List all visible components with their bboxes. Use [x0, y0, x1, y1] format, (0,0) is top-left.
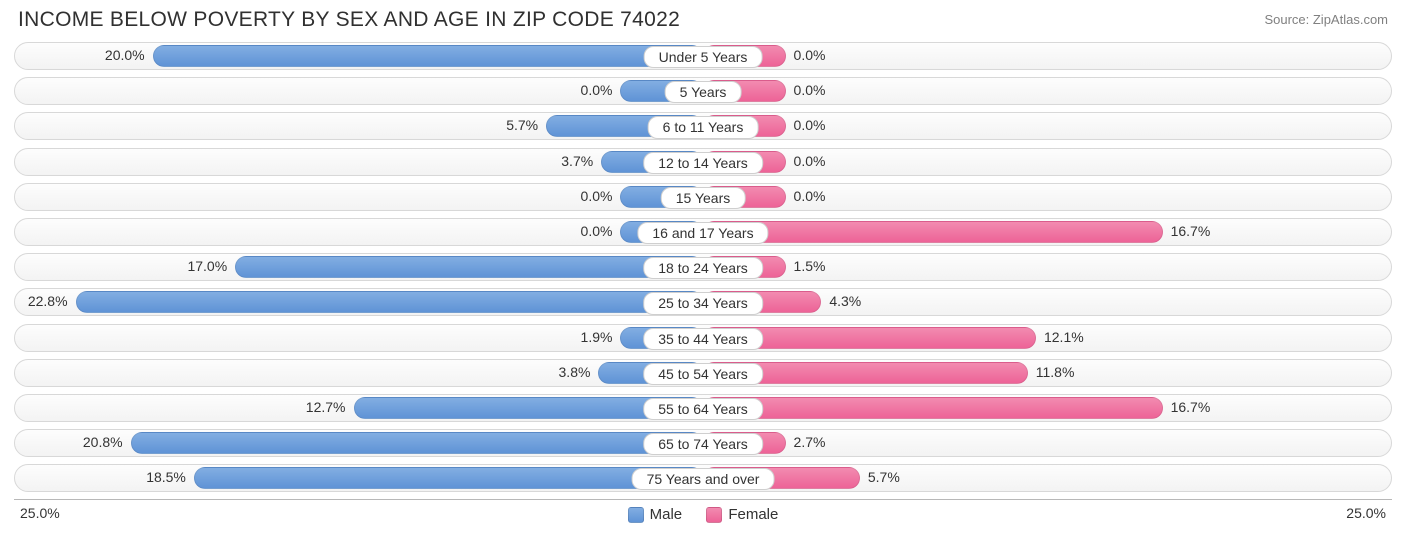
female-value-label: 12.1%: [1044, 329, 1084, 345]
male-value-label: 0.0%: [581, 82, 613, 98]
bar-row: 35 to 44 Years 1.9% 12.1%: [14, 324, 1392, 352]
chart-header: INCOME BELOW POVERTY BY SEX AND AGE IN Z…: [0, 0, 1406, 36]
bar-row: 16 and 17 Years 0.0% 16.7%: [14, 218, 1392, 246]
bar-row: Under 5 Years 20.0% 0.0%: [14, 42, 1392, 70]
bar-row: 12 to 14 Years 3.7% 0.0%: [14, 148, 1392, 176]
category-label: 16 and 17 Years: [637, 222, 768, 244]
male-value-label: 17.0%: [187, 258, 227, 274]
bar-row: 25 to 34 Years 22.8% 4.3%: [14, 288, 1392, 316]
chart-footer: 25.0% 25.0% Male Female: [0, 499, 1406, 527]
female-value-label: 5.7%: [868, 469, 900, 485]
category-label: 45 to 54 Years: [643, 363, 763, 385]
male-value-label: 18.5%: [146, 469, 186, 485]
male-bar: [153, 45, 703, 67]
category-label: 55 to 64 Years: [643, 398, 763, 420]
legend-label-female: Female: [728, 506, 778, 523]
female-value-label: 16.7%: [1171, 399, 1211, 415]
female-value-label: 4.3%: [829, 293, 861, 309]
category-label: 75 Years and over: [632, 468, 775, 490]
male-value-label: 0.0%: [581, 223, 613, 239]
male-value-label: 20.0%: [105, 47, 145, 63]
category-label: Under 5 Years: [644, 46, 763, 68]
male-bar: [76, 291, 703, 313]
category-label: 12 to 14 Years: [643, 152, 763, 174]
bar-row: 18 to 24 Years 17.0% 1.5%: [14, 253, 1392, 281]
chart-title: INCOME BELOW POVERTY BY SEX AND AGE IN Z…: [18, 8, 680, 32]
chart-source: Source: ZipAtlas.com: [1264, 12, 1388, 27]
axis-label-left: 25.0%: [20, 505, 60, 521]
axis-label-right: 25.0%: [1346, 505, 1386, 521]
female-value-label: 16.7%: [1171, 223, 1211, 239]
category-label: 5 Years: [665, 81, 742, 103]
bar-row: 5 Years 0.0% 0.0%: [14, 77, 1392, 105]
female-value-label: 0.0%: [794, 117, 826, 133]
female-value-label: 0.0%: [794, 82, 826, 98]
female-value-label: 1.5%: [794, 258, 826, 274]
male-value-label: 3.8%: [559, 364, 591, 380]
male-bar: [194, 467, 703, 489]
male-bar: [235, 256, 703, 278]
male-bar: [131, 432, 703, 454]
male-value-label: 12.7%: [306, 399, 346, 415]
bar-row: 55 to 64 Years 12.7% 16.7%: [14, 394, 1392, 422]
female-value-label: 11.8%: [1036, 364, 1075, 380]
female-value-label: 2.7%: [794, 434, 826, 450]
male-value-label: 3.7%: [561, 153, 593, 169]
swatch-female-icon: [706, 507, 722, 523]
legend-item-male: Male: [628, 506, 683, 523]
male-value-label: 0.0%: [581, 188, 613, 204]
female-value-label: 0.0%: [794, 188, 826, 204]
category-label: 65 to 74 Years: [643, 433, 763, 455]
legend-item-female: Female: [706, 506, 778, 523]
male-value-label: 22.8%: [28, 293, 68, 309]
bar-row: 45 to 54 Years 3.8% 11.8%: [14, 359, 1392, 387]
category-label: 18 to 24 Years: [643, 257, 763, 279]
male-value-label: 5.7%: [506, 117, 538, 133]
female-bar: [703, 221, 1163, 243]
bar-row: 75 Years and over 18.5% 5.7%: [14, 464, 1392, 492]
category-label: 15 Years: [661, 187, 746, 209]
chart-area: Under 5 Years20.0%0.0%5 Years0.0%0.0%6 t…: [0, 36, 1406, 492]
female-bar: [703, 397, 1163, 419]
bar-row: 15 Years 0.0% 0.0%: [14, 183, 1392, 211]
swatch-male-icon: [628, 507, 644, 523]
female-value-label: 0.0%: [794, 47, 826, 63]
male-value-label: 20.8%: [83, 434, 123, 450]
male-value-label: 1.9%: [581, 329, 613, 345]
bar-row: 65 to 74 Years 20.8% 2.7%: [14, 429, 1392, 457]
category-label: 6 to 11 Years: [648, 116, 759, 138]
bar-row: 6 to 11 Years 5.7% 0.0%: [14, 112, 1392, 140]
category-label: 25 to 34 Years: [643, 292, 763, 314]
female-value-label: 0.0%: [794, 153, 826, 169]
category-label: 35 to 44 Years: [643, 328, 763, 350]
legend-label-male: Male: [650, 506, 683, 523]
legend: Male Female: [20, 500, 1386, 527]
